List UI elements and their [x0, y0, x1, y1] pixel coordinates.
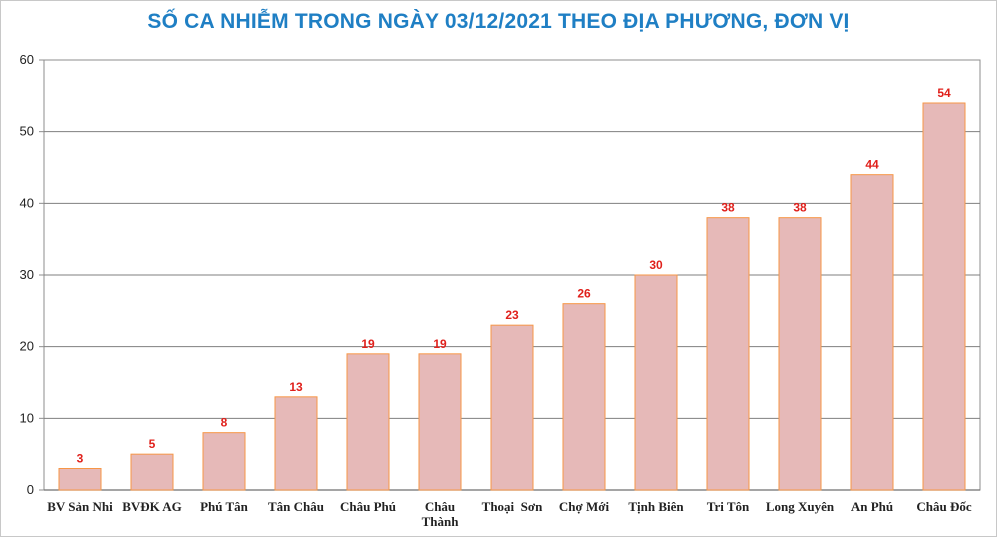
data-label: 13 — [289, 380, 303, 394]
category-label-line: Tân Châu — [268, 499, 324, 514]
category-label-line: Long Xuyên — [766, 499, 835, 514]
category-label: Thoại Sơn — [482, 499, 543, 514]
data-label: 26 — [577, 287, 591, 301]
bar — [562, 303, 606, 491]
category-label: BV Sản Nhi — [47, 499, 113, 514]
category-label: Châu Phú — [340, 499, 396, 514]
bar — [778, 217, 822, 491]
category-label-line: Châu Đốc — [916, 499, 971, 514]
chart-title: SỐ CA NHIỄM TRONG NGÀY 03/12/2021 THEO Đ… — [147, 10, 850, 33]
data-label: 3 — [77, 452, 84, 466]
category-label: BVĐK AG — [122, 499, 182, 514]
bar — [418, 353, 462, 491]
category-label: Tịnh Biên — [628, 499, 684, 514]
bar — [634, 274, 678, 491]
category-label: Châu Thành — [422, 499, 460, 529]
category-label-line: Phú Tân — [200, 499, 249, 514]
bar — [202, 432, 246, 491]
category-label: An Phú — [851, 499, 893, 514]
y-tick-label: 0 — [27, 482, 34, 497]
data-label: 19 — [433, 337, 447, 351]
data-label: 54 — [937, 86, 951, 100]
bar — [130, 453, 174, 491]
data-label: 8 — [221, 416, 228, 430]
data-label: 5 — [149, 437, 156, 451]
y-tick-label: 20 — [20, 339, 34, 354]
y-tick-label: 30 — [20, 267, 34, 282]
bar — [490, 324, 534, 491]
bar — [346, 353, 390, 491]
category-label-line: Tri Tôn — [707, 499, 750, 514]
bar — [922, 102, 966, 491]
category-label: Tri Tôn — [707, 499, 750, 514]
bar — [850, 174, 894, 491]
category-label: Tân Châu — [268, 499, 324, 514]
category-label-line: Thoại Sơn — [482, 499, 543, 514]
category-label: Chợ Mới — [559, 499, 610, 514]
category-label-line: An Phú — [851, 499, 893, 514]
y-tick-label: 40 — [20, 195, 34, 210]
data-label: 38 — [793, 201, 807, 215]
category-label-line: BV Sản Nhi — [47, 499, 113, 514]
category-label-line: Chợ Mới — [559, 499, 610, 514]
data-label: 23 — [505, 308, 519, 322]
category-label: Châu Đốc — [916, 499, 971, 514]
bar — [274, 396, 318, 491]
y-tick-label: 10 — [20, 410, 34, 425]
y-tick-label: 50 — [20, 124, 34, 139]
bar — [58, 468, 102, 491]
category-label-line: Thành — [422, 514, 460, 529]
category-label: Phú Tân — [200, 499, 249, 514]
data-label: 38 — [721, 201, 735, 215]
category-label-line: Châu — [425, 499, 455, 514]
category-label: Long Xuyên — [766, 499, 835, 514]
data-label: 30 — [649, 258, 663, 272]
y-tick-label: 60 — [20, 52, 34, 67]
category-label-line: Tịnh Biên — [628, 499, 684, 514]
bar — [706, 217, 750, 491]
category-label-line: BVĐK AG — [122, 499, 182, 514]
category-label-line: Châu Phú — [340, 499, 396, 514]
data-label: 44 — [865, 158, 879, 172]
data-label: 19 — [361, 337, 375, 351]
